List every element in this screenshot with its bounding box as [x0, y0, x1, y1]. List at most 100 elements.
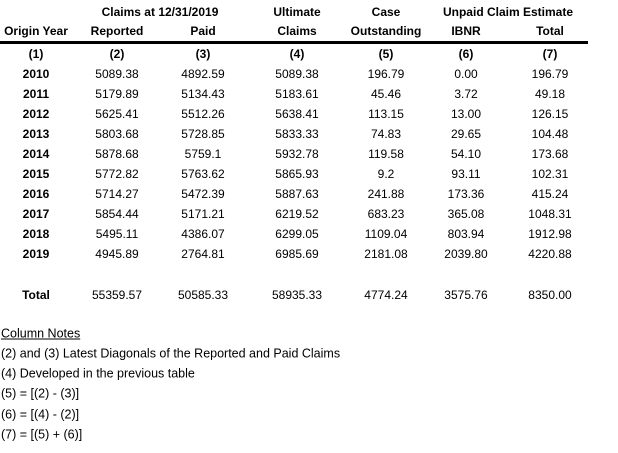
total-cell: 4774.24: [364, 288, 408, 302]
cell: 1048.31: [528, 207, 572, 221]
total-cell: 50585.33: [177, 288, 229, 302]
note-line: (5) = [(2) - (3)]: [1, 386, 80, 401]
cell: 29.65: [450, 127, 482, 141]
group-header: Unpaid Claim Estimate: [442, 5, 574, 19]
cell: 196.79: [367, 67, 405, 81]
cell: 5089.38: [275, 67, 319, 81]
cell: 113.15: [368, 107, 404, 121]
row-year: 2013: [22, 127, 50, 141]
cell: 2764.81: [181, 247, 225, 261]
cell: 5638.41: [275, 107, 319, 121]
cell: 126.15: [531, 107, 569, 121]
column-header: Outstanding: [350, 24, 422, 38]
column-number: (5): [378, 47, 394, 61]
cell: 5759.1: [184, 147, 222, 161]
row-year: 2015: [22, 167, 50, 181]
cell: 5833.33: [275, 127, 319, 141]
cell: 45.46: [370, 87, 402, 101]
column-number: (1): [28, 47, 44, 61]
cell: 5512.26: [181, 107, 225, 121]
cell: 6219.52: [275, 207, 319, 221]
notes-title: Column Notes: [1, 326, 81, 341]
cell: 5878.68: [95, 147, 139, 161]
cell: 5472.39: [181, 187, 225, 201]
column-header: Claims: [277, 24, 317, 38]
cell: 5495.11: [95, 227, 139, 241]
note-line: (6) = [(4) - (2)]: [1, 407, 80, 422]
cell: 196.79: [531, 67, 569, 81]
cell: 173.68: [531, 147, 569, 161]
row-year: 2014: [22, 147, 50, 161]
cell: 49.18: [534, 87, 566, 101]
cell: 54.10: [450, 147, 482, 161]
cell: 5625.41: [95, 107, 139, 121]
cell: 5803.68: [95, 127, 139, 141]
note-line: (4) Developed in the previous table: [1, 366, 195, 381]
cell: 683.23: [367, 207, 405, 221]
cell: 6299.05: [275, 227, 319, 241]
total-cell: 8350.00: [528, 288, 572, 302]
cell: 13.00: [450, 107, 482, 121]
cell: 5183.61: [275, 87, 319, 101]
column-number: (3): [195, 47, 211, 61]
column-header: Paid: [190, 24, 216, 38]
cell: 803.94: [447, 227, 485, 241]
cell: 93.11: [451, 167, 481, 181]
column-number: (7): [542, 47, 558, 61]
total-label: Total: [22, 288, 50, 302]
cell: 5171.21: [181, 207, 225, 221]
column-number: (4): [289, 47, 305, 61]
cell: 365.08: [447, 207, 485, 221]
column-header: Origin Year: [4, 24, 68, 38]
cell: 5728.85: [181, 127, 225, 141]
cell: 2039.80: [444, 247, 488, 261]
row-year: 2016: [22, 187, 50, 201]
cell: 3.72: [454, 87, 478, 101]
cell: 1109.04: [364, 227, 408, 241]
header-rule: [0, 41, 588, 44]
cell: 5179.89: [95, 87, 139, 101]
cell: 5932.78: [275, 147, 319, 161]
cell: 2181.08: [364, 247, 408, 261]
cell: 5887.63: [275, 187, 319, 201]
column-header: IBNR: [451, 24, 481, 38]
cell: 5134.43: [181, 87, 225, 101]
cell: 5772.82: [95, 167, 139, 181]
group-header: Claims at 12/31/2019: [101, 5, 219, 19]
cell: 4220.88: [528, 247, 572, 261]
note-line: (7) = [(5) + (6)]: [1, 427, 83, 442]
column-number: (6): [458, 47, 474, 61]
column-header: Reported: [90, 24, 144, 38]
cell: 1912.98: [528, 227, 572, 241]
total-cell: 58935.33: [271, 288, 323, 302]
row-year: 2019: [22, 247, 50, 261]
row-year: 2010: [22, 67, 50, 81]
cell: 0.00: [454, 67, 478, 81]
cell: 119.58: [368, 147, 404, 161]
cell: 5865.93: [275, 167, 319, 181]
row-year: 2012: [22, 107, 50, 121]
cell: 5854.44: [95, 207, 139, 221]
cell: 5089.38: [95, 67, 139, 81]
row-year: 2011: [22, 87, 50, 101]
cell: 102.31: [531, 167, 569, 181]
cell: 4386.07: [181, 227, 225, 241]
cell: 104.48: [531, 127, 569, 141]
group-header: Case: [371, 5, 401, 19]
cell: 5763.62: [181, 167, 225, 181]
cell: 6985.69: [275, 247, 319, 261]
cell: 4892.59: [181, 67, 225, 81]
cell: 173.36: [447, 187, 485, 201]
cell: 4945.89: [95, 247, 139, 261]
row-year: 2017: [22, 207, 50, 221]
cell: 9.2: [377, 167, 395, 181]
cell: 241.88: [367, 187, 405, 201]
column-header: Total: [536, 24, 564, 38]
note-line: (2) and (3) Latest Diagonals of the Repo…: [1, 346, 341, 361]
column-number: (2): [109, 47, 125, 61]
cell: 5714.27: [95, 187, 139, 201]
cell: 74.83: [370, 127, 402, 141]
group-header: Ultimate: [273, 5, 321, 19]
total-cell: 3575.76: [444, 288, 488, 302]
